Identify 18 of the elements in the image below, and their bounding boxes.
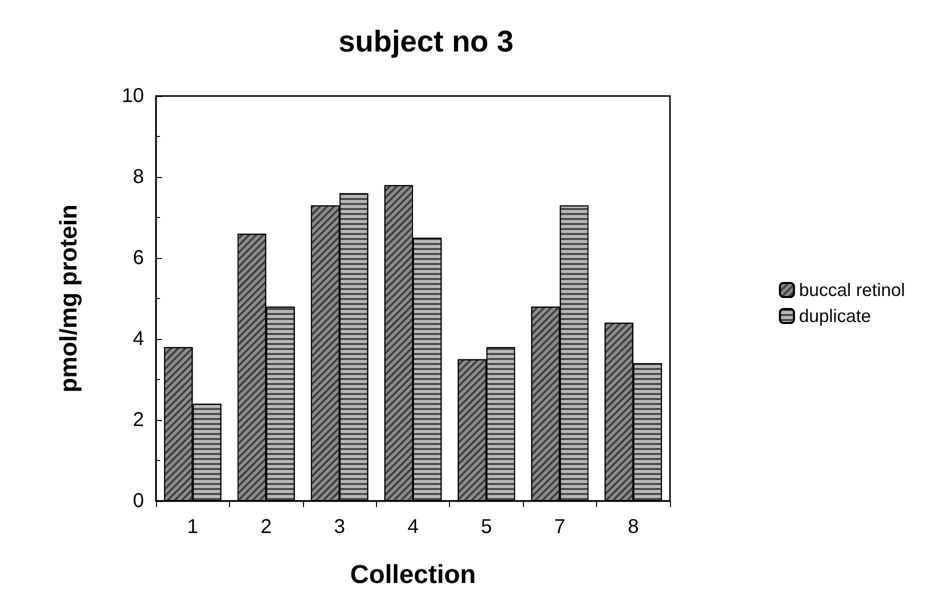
x-tick-label: 4: [407, 516, 419, 538]
y-tick-label: 0: [132, 490, 144, 512]
legend-label: duplicate: [798, 306, 872, 326]
x-tick-label: 7: [554, 516, 566, 538]
x-tick-label: 8: [628, 516, 639, 538]
legend-label: buccal retinol: [798, 280, 906, 300]
x-axis-title: Collection: [350, 559, 476, 589]
x-tick-label: 1: [187, 516, 198, 538]
x-tick-label: 3: [334, 516, 346, 538]
y-tick-label: 10: [122, 85, 144, 107]
y-tick-label: 8: [132, 166, 144, 188]
chart-title: subject no 3: [338, 26, 514, 58]
y-tick-label: 4: [132, 328, 144, 350]
x-tick-label: 2: [260, 516, 272, 538]
y-tick-label: 6: [132, 247, 144, 269]
x-tick-label: 5: [480, 516, 492, 538]
y-tick-label: 2: [132, 409, 144, 431]
y-axis-title: pmol/mg protein: [56, 204, 82, 392]
